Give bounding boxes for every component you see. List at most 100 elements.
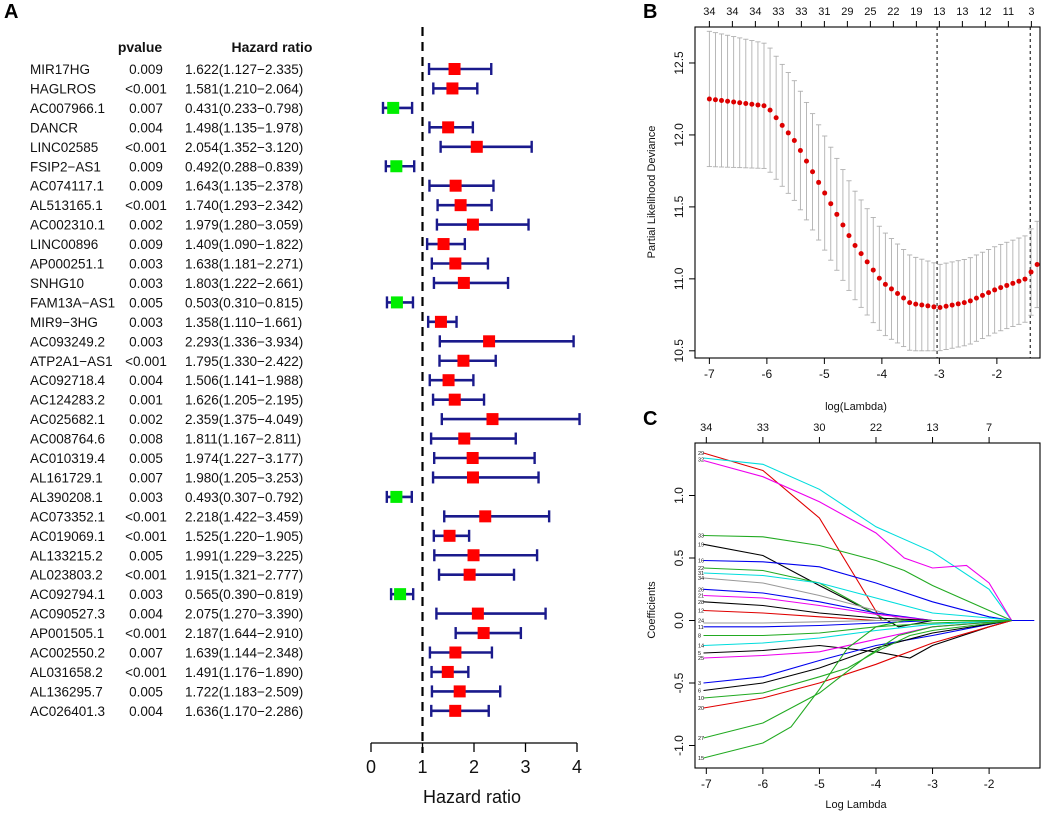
b-point-group	[1004, 241, 1010, 330]
hazard-ratio-label: 1.638(1.181−2.271)	[185, 257, 303, 272]
pvalue-label: 0.009	[129, 62, 163, 77]
gene-label: AL390208.1	[30, 490, 103, 505]
gene-label: LINC02585	[30, 140, 98, 155]
hazard-ratio-label: 1.409(1.090−1.822)	[185, 237, 303, 252]
hazard-ratio-label: 1.525(1.220−1.905)	[185, 529, 303, 544]
pvalue-label: <0.001	[125, 665, 167, 680]
hazard-ratio-point	[448, 393, 461, 406]
coefficient-path-plot: Log Lambda Coefficients -7 -6 -5 -4 -3 -2 -1.0…	[646, 422, 1041, 811]
x-tick-label: 2	[469, 757, 479, 777]
hazard-ratio-point	[442, 121, 455, 134]
pvalue-label: 0.005	[129, 684, 163, 699]
c-coefficient-path	[703, 543, 1012, 628]
c-y-tick-label: -0.5	[672, 672, 686, 693]
gene-label: AC019069.1	[30, 529, 105, 544]
c-y-tick-label: -1.0	[672, 735, 686, 756]
gene-label: AC010319.4	[30, 451, 106, 466]
hazard-ratio-label: 1.979(1.280−3.059)	[185, 218, 303, 233]
c-coefficient-path	[703, 619, 1012, 692]
b-point-group	[900, 249, 907, 348]
b-point	[773, 115, 779, 121]
b-point-group	[913, 256, 919, 352]
hazard-ratio-point	[471, 607, 484, 620]
b-point-group	[846, 180, 852, 291]
hazard-ratio-label: 1.991(1.229−3.225)	[185, 548, 303, 563]
pvalue-label: 0.009	[129, 179, 163, 194]
forest-row: AL133215.2 0.005 1.991(1.229−3.225)	[30, 548, 539, 563]
b-point	[779, 122, 785, 128]
c-x-axis-title: Log Lambda	[825, 799, 887, 811]
hazard-ratio-label: 2.218(1.422−3.459)	[185, 509, 303, 524]
b-y-tick-label: 10.5	[672, 339, 686, 363]
forest-row: MIR17HG 0.009 1.622(1.127−2.335)	[30, 62, 493, 77]
pvalue-label: <0.001	[125, 568, 167, 583]
b-point	[816, 179, 822, 185]
hazard-ratio-label: 1.358(1.110−1.661)	[185, 315, 302, 330]
b-point	[1016, 278, 1022, 284]
c-top-tick-label: 34	[700, 422, 712, 434]
c-variable-label: 15	[698, 756, 704, 762]
b-top-tick-label: 33	[795, 6, 807, 18]
gene-label: LINC00896	[30, 237, 98, 252]
b-point	[870, 267, 876, 273]
forest-plot: MIR17HG 0.009 1.622(1.127−2.335) HAGLROS <0.…	[30, 27, 582, 777]
pvalue-label: 0.002	[129, 218, 163, 233]
gene-label: HAGLROS	[30, 81, 96, 96]
gene-label: AC007966.1	[30, 101, 105, 116]
forest-row: SNHG10 0.003 1.803(1.222−2.661)	[30, 276, 510, 291]
x-tick-label: 1	[417, 757, 427, 777]
pvalue-label: 0.007	[129, 646, 163, 661]
c-y-tick-label: 0.0	[672, 612, 686, 629]
c-variable-label: 19	[698, 542, 704, 548]
c-x-tick-label: -5	[814, 777, 825, 791]
c-variable-label: 25	[698, 656, 704, 662]
forest-row: AL390208.1 0.003 0.493(0.307−0.792)	[30, 490, 413, 505]
b-point	[882, 281, 888, 287]
pvalue-label: 0.003	[129, 334, 163, 349]
b-point	[992, 287, 998, 293]
pvalue-label: 0.003	[129, 315, 163, 330]
b-x-tick-label: -3	[934, 367, 945, 381]
b-point-group	[858, 199, 864, 308]
b-point-group	[919, 258, 925, 352]
b-point	[1010, 280, 1016, 286]
hazard-ratio-label: 2.187(1.644−2.910)	[185, 626, 303, 641]
gene-label: MIR9−3HG	[30, 315, 98, 330]
gene-label: FAM13A−AS1	[30, 295, 115, 310]
b-point	[712, 97, 718, 103]
b-point	[822, 190, 828, 196]
x-tick-label: 4	[572, 757, 582, 777]
b-point-group	[718, 33, 725, 168]
panel-label-a: A	[4, 1, 18, 23]
b-top-tick-label: 13	[933, 6, 945, 18]
forest-row: AC092794.1 0.003 0.565(0.390−0.819)	[30, 587, 415, 602]
b-point-group	[1016, 237, 1022, 325]
forest-row: AC002550.2 0.007 1.639(1.144−2.348)	[30, 646, 494, 661]
b-point-group	[998, 243, 1004, 332]
b-x-tick-label: -6	[762, 367, 773, 381]
hazard-ratio-point	[454, 199, 467, 212]
hazard-ratio-point	[479, 510, 492, 523]
forest-row: AC093249.2 0.003 2.293(1.336−3.934)	[30, 334, 575, 349]
b-point	[828, 201, 834, 207]
c-coefficient-path	[703, 619, 1012, 739]
b-top-tick-label: 31	[818, 6, 830, 18]
c-coefficient-path	[703, 619, 1012, 699]
b-x-tick-label: -5	[819, 367, 830, 381]
b-top-tick-label: 3	[1028, 6, 1034, 18]
b-y-tick-label: 12.0	[672, 123, 686, 147]
hazard-ratio-label: 1.581(1.210−2.064)	[185, 81, 303, 96]
c-top-tick-label: 7	[986, 422, 992, 434]
gene-label: SNHG10	[30, 276, 84, 291]
c-coefficient-path	[703, 457, 1013, 621]
hazard-ratio-point	[443, 529, 456, 542]
hazard-ratio-point	[449, 179, 462, 192]
hazard-ratio-label: 1.980(1.205−3.253)	[185, 470, 303, 485]
b-point-group	[1022, 235, 1028, 323]
b-point-group	[864, 208, 870, 316]
hazard-ratio-point	[463, 568, 476, 581]
b-point-group	[955, 260, 961, 348]
c-coefficient-path	[703, 559, 1012, 622]
b-point	[876, 275, 882, 281]
